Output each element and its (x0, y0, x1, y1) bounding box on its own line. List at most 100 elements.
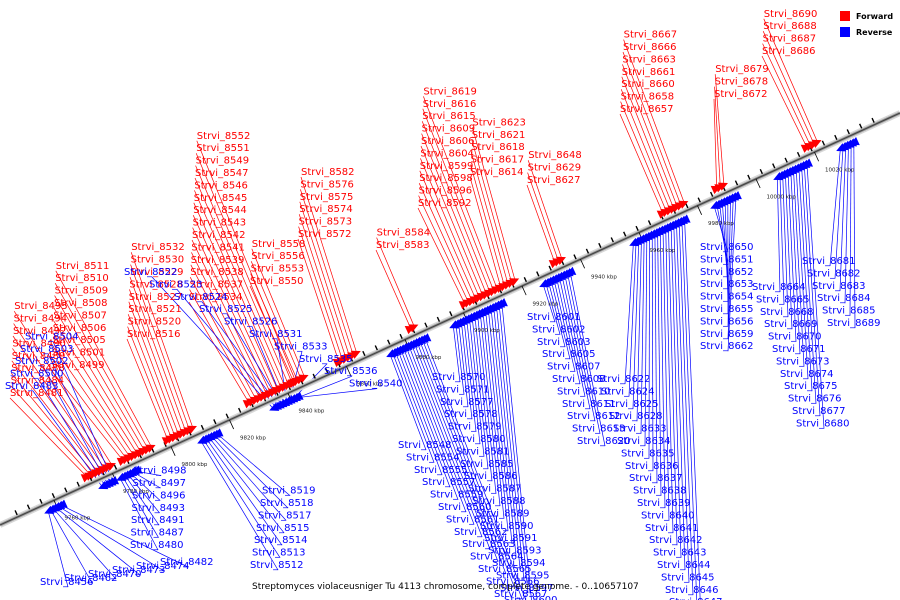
gene-label[interactable]: Strvi_8510 (55, 273, 109, 284)
gene-label[interactable]: Strvi_8519 (262, 486, 316, 497)
gene-label[interactable]: Strvi_8480 (130, 540, 184, 551)
gene-label[interactable]: Strvi_8615 (422, 111, 476, 122)
gene-label[interactable]: Strvi_8644 (657, 560, 711, 571)
gene-label[interactable]: Strvi_8676 (788, 394, 842, 405)
gene-label[interactable]: Strvi_8671 (772, 344, 826, 355)
gene-label[interactable]: Strvi_8562 (454, 527, 508, 538)
gene-label[interactable]: Strvi_8567 (494, 589, 548, 600)
gene-label[interactable]: Strvi_8531 (249, 329, 303, 340)
gene-label[interactable]: Strvi_8470 (88, 569, 142, 580)
gene-label[interactable]: Strvi_8689 (827, 318, 881, 329)
gene-label[interactable]: Strvi_8629 (528, 163, 582, 174)
gene-label[interactable]: Strvi_8624 (601, 386, 655, 397)
gene-label[interactable]: Strvi_8669 (764, 319, 818, 330)
gene-label[interactable]: Strvi_8570 (432, 372, 486, 383)
gene-label[interactable]: Strvi_8520 (128, 317, 182, 328)
gene-label[interactable]: Strvi_8559 (430, 490, 484, 501)
gene-label[interactable]: Strvi_8594 (492, 558, 546, 569)
gene-label[interactable]: Strvi_8497 (133, 478, 187, 489)
gene-label[interactable]: Strvi_8508 (54, 298, 108, 309)
gene-label[interactable]: Strvi_8573 (299, 217, 353, 228)
gene-label[interactable]: Strvi_8566 (486, 576, 540, 587)
gene-label[interactable]: Strvi_8619 (423, 86, 477, 97)
gene-label[interactable]: Strvi_8663 (622, 54, 676, 65)
gene-label[interactable]: Strvi_8526 (224, 317, 278, 328)
gene-label[interactable]: Strvi_8622 (597, 374, 651, 385)
gene-label[interactable]: Strvi_8596 (419, 186, 473, 197)
gene-label[interactable]: Strvi_8638 (633, 486, 687, 497)
gene-label[interactable]: Strvi_8503 (20, 344, 74, 355)
gene-label[interactable]: Strvi_8621 (472, 130, 526, 141)
gene-label[interactable]: Strvi_8659 (700, 329, 754, 340)
gene-arrow[interactable] (105, 462, 116, 471)
gene-arrow[interactable] (298, 374, 309, 383)
gene-label[interactable]: Strvi_8532 (131, 242, 185, 253)
gene-label[interactable]: Strvi_8657 (620, 104, 674, 115)
gene-label[interactable]: Strvi_8583 (376, 240, 430, 251)
gene-label[interactable]: Strvi_8524 (174, 292, 228, 303)
gene-arrow[interactable] (811, 139, 822, 148)
gene-arrow[interactable] (293, 391, 304, 400)
gene-label[interactable]: Strvi_8574 (299, 204, 353, 215)
gene-label[interactable]: Strvi_8688 (763, 21, 817, 32)
gene-label[interactable]: Strvi_8501 (52, 348, 106, 359)
gene-label[interactable]: Strvi_8618 (471, 142, 525, 153)
gene-label[interactable]: Strvi_8502 (15, 356, 69, 367)
gene-label[interactable]: Strvi_8602 (532, 324, 586, 335)
gene-label[interactable]: Strvi_8666 (623, 42, 677, 53)
gene-label[interactable]: Strvi_8538 (190, 267, 244, 278)
gene-label[interactable]: Strvi_8473 (112, 565, 166, 576)
gene-arrow[interactable] (849, 136, 860, 146)
gene-label[interactable]: Strvi_8543 (193, 218, 247, 229)
gene-label[interactable]: Strvi_8617 (471, 155, 525, 166)
gene-label[interactable]: Strvi_8679 (715, 64, 769, 75)
gene-label[interactable]: Strvi_8667 (624, 30, 678, 41)
gene-label[interactable]: Strvi_8606 (421, 136, 475, 147)
gene-label[interactable]: Strvi_8500 (10, 369, 64, 380)
gene-label[interactable]: Strvi_8550 (250, 276, 304, 287)
gene-label[interactable]: Strvi_8654 (700, 292, 754, 303)
gene-label[interactable]: Strvi_8625 (605, 399, 659, 410)
gene-label[interactable]: Strvi_8674 (780, 369, 834, 380)
gene-label[interactable]: Strvi_8675 (784, 381, 838, 392)
gene-label[interactable]: Strvi_8576 (300, 179, 354, 190)
gene-label[interactable]: Strvi_8521 (128, 304, 182, 315)
gene-label[interactable]: Strvi_8650 (700, 242, 754, 253)
gene-label[interactable]: Strvi_8639 (637, 498, 691, 509)
gene-label[interactable]: Strvi_8603 (537, 337, 591, 348)
gene-label[interactable]: Strvi_8613 (572, 424, 626, 435)
gene-label[interactable]: Strvi_8540 (349, 379, 403, 390)
gene-label[interactable]: Strvi_8611 (562, 399, 616, 410)
gene-label[interactable]: Strvi_8609 (422, 124, 476, 135)
gene-label[interactable]: Strvi_8512 (250, 560, 304, 571)
gene-label[interactable]: Strvi_8494 (14, 314, 68, 325)
gene-label[interactable]: Strvi_8591 (484, 533, 538, 544)
gene-label[interactable]: Strvi_8608 (552, 374, 606, 385)
gene-label[interactable]: Strvi_8682 (807, 268, 861, 279)
gene-label[interactable]: Strvi_8488 (11, 363, 65, 374)
gene-label[interactable]: Strvi_8462 (64, 573, 118, 584)
gene-label[interactable]: Strvi_8628 (609, 411, 663, 422)
gene-label[interactable]: Strvi_8535 (299, 354, 353, 365)
gene-label[interactable]: Strvi_8516 (127, 329, 181, 340)
gene-label[interactable]: Strvi_8635 (621, 448, 675, 459)
gene-label[interactable]: Strvi_8489 (12, 351, 66, 362)
gene-label[interactable]: Strvi_8564 (470, 552, 524, 563)
gene-label[interactable]: Strvi_8620 (577, 436, 631, 447)
gene-label[interactable]: Strvi_8558 (252, 239, 306, 250)
gene-label[interactable]: Strvi_8588 (472, 496, 526, 507)
gene-label[interactable]: Strvi_8660 (621, 79, 675, 90)
gene-label[interactable]: Strvi_8661 (622, 67, 676, 78)
gene-label[interactable]: Strvi_8571 (436, 384, 490, 395)
gene-label[interactable]: Strvi_8582 (301, 167, 355, 178)
gene-label[interactable]: Strvi_8599 (420, 161, 474, 172)
gene-arrow[interactable] (109, 476, 120, 485)
gene-label[interactable]: Strvi_8487 (131, 528, 185, 539)
gene-label[interactable]: Strvi_8522 (124, 267, 178, 278)
gene-label[interactable]: Strvi_8662 (700, 341, 754, 352)
gene-label[interactable]: Strvi_8513 (252, 548, 306, 559)
gene-label[interactable]: Strvi_8633 (613, 424, 667, 435)
gene-label[interactable]: Strvi_8642 (649, 535, 703, 546)
gene-label[interactable]: Strvi_8658 (621, 92, 675, 103)
gene-label[interactable]: Strvi_8614 (470, 167, 524, 178)
